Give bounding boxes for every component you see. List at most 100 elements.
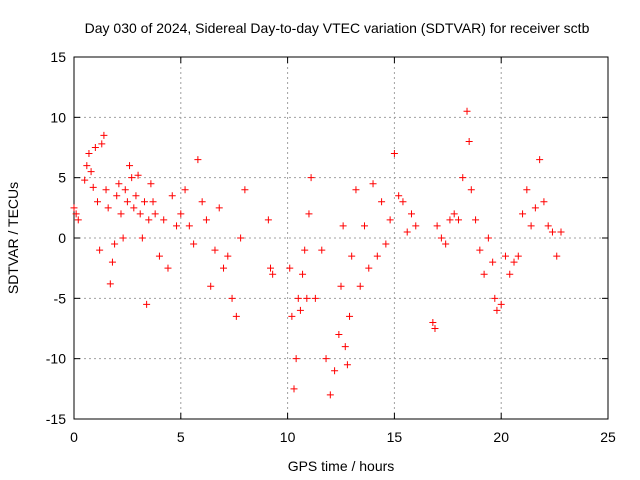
data-point	[431, 325, 439, 332]
data-point	[173, 222, 181, 230]
data-point	[91, 144, 99, 151]
data-point	[130, 204, 138, 212]
data-point	[181, 186, 189, 194]
data-point	[322, 355, 330, 363]
data-point	[126, 162, 134, 170]
data-point	[395, 192, 403, 200]
data-point	[506, 270, 514, 278]
data-point	[143, 300, 151, 308]
data-point	[267, 264, 275, 272]
y-tick-label: 10	[50, 109, 66, 125]
data-point	[386, 216, 394, 224]
data-point	[442, 240, 450, 248]
data-point	[96, 246, 104, 254]
x-tick-label: 25	[600, 429, 616, 445]
data-point	[207, 282, 215, 290]
y-tick-label: -15	[46, 411, 66, 427]
data-point	[100, 131, 108, 139]
data-point	[497, 300, 505, 308]
data-point	[476, 246, 484, 254]
data-point	[81, 176, 89, 184]
axis-ticks: 0 5 10 15 20 25 -15 -10 -5 0 5 10 15	[46, 49, 616, 445]
data-point	[299, 270, 307, 278]
data-point	[164, 264, 172, 272]
y-axis-label: SDTVAR / TECUs	[5, 182, 21, 294]
data-point	[301, 246, 309, 254]
data-point	[264, 216, 272, 224]
data-point	[198, 198, 206, 206]
data-point	[454, 216, 462, 224]
y-tick-label: 15	[50, 49, 66, 65]
data-point	[138, 234, 146, 242]
data-point	[228, 294, 236, 302]
data-point	[104, 204, 112, 212]
data-point	[536, 156, 544, 164]
data-point	[480, 270, 488, 278]
data-point	[501, 252, 509, 260]
data-point	[360, 222, 368, 230]
y-tick-label: 5	[58, 170, 66, 186]
data-point	[527, 222, 535, 230]
data-point	[326, 391, 334, 399]
data-point	[348, 252, 356, 260]
data-point	[190, 240, 198, 248]
data-point	[331, 367, 339, 375]
data-point	[155, 252, 163, 260]
data-point	[296, 306, 304, 314]
data-point	[220, 264, 228, 272]
data-point	[128, 174, 136, 182]
data-point	[136, 210, 144, 218]
data-point	[286, 264, 294, 272]
data-point	[544, 222, 552, 230]
data-point	[365, 264, 373, 272]
data-point	[557, 228, 565, 236]
data-point	[147, 180, 155, 188]
data-point	[106, 280, 114, 288]
data-point	[465, 137, 473, 145]
data-point	[407, 210, 415, 218]
data-point	[115, 180, 123, 188]
data-point	[290, 385, 298, 393]
data-point	[433, 222, 441, 230]
data-point	[232, 312, 240, 320]
data-point	[412, 222, 420, 230]
data-point	[140, 198, 148, 206]
data-point	[403, 228, 411, 236]
x-tick-label: 20	[493, 429, 509, 445]
data-point	[89, 183, 97, 191]
data-point	[489, 258, 497, 266]
chart-title: Day 030 of 2024, Sidereal Day-to-day VTE…	[85, 20, 590, 36]
data-point	[378, 198, 386, 206]
data-point	[399, 198, 407, 206]
data-point	[83, 162, 91, 170]
data-point	[108, 258, 116, 266]
data-point	[98, 140, 106, 148]
data-points	[70, 107, 565, 399]
data-point	[553, 252, 561, 260]
x-tick-label: 0	[70, 429, 78, 445]
data-point	[491, 294, 499, 302]
data-point	[123, 198, 131, 206]
data-point	[149, 198, 157, 206]
data-point	[311, 294, 319, 302]
data-point	[467, 186, 475, 194]
data-point	[145, 216, 153, 224]
data-point	[514, 252, 522, 260]
data-point	[294, 294, 302, 302]
data-point	[119, 234, 127, 242]
y-tick-label: 0	[58, 230, 66, 246]
data-point	[269, 270, 277, 278]
data-point	[318, 246, 326, 254]
data-point	[70, 204, 78, 212]
x-axis-label: GPS time / hours	[288, 458, 395, 474]
data-point	[185, 222, 193, 230]
data-point	[446, 216, 454, 224]
data-point	[463, 107, 471, 115]
data-point	[102, 186, 110, 194]
data-point	[382, 240, 390, 248]
data-point	[202, 216, 210, 224]
data-point	[548, 228, 556, 236]
data-point	[307, 174, 315, 182]
